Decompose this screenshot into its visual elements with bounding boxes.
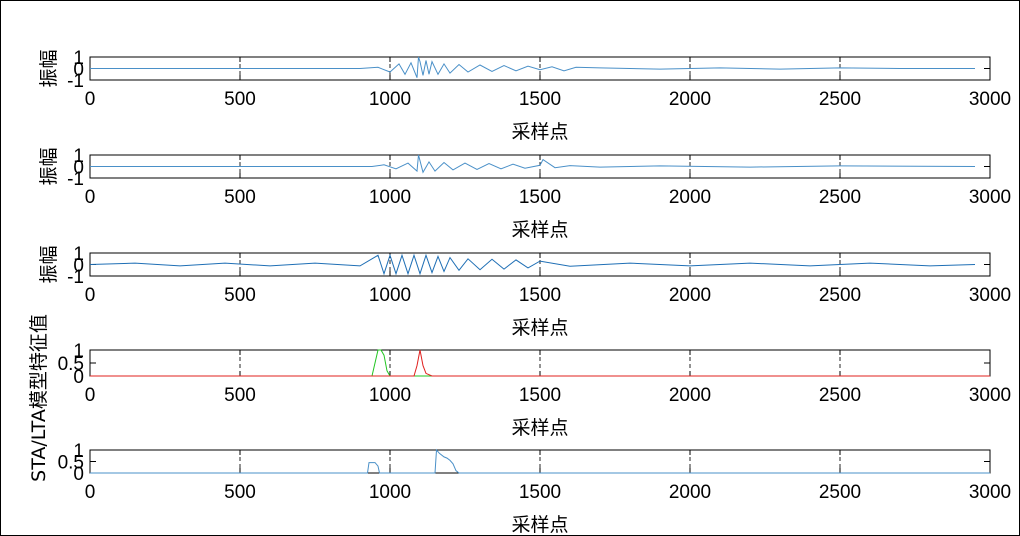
x-tick-label: 2500 bbox=[819, 89, 861, 110]
x-axis-label: 采样点 bbox=[511, 417, 568, 439]
x-tick-label: 0 bbox=[85, 89, 96, 110]
x-tick-label: 1500 bbox=[519, 385, 561, 406]
x-tick-label: 1000 bbox=[369, 482, 411, 503]
x-tick-label: 3000 bbox=[969, 187, 1011, 208]
subplot-5: 0 500 1000 1500 2000 2500 3000 10.50 采样点 bbox=[58, 441, 1012, 536]
x-tick-label: 1500 bbox=[519, 89, 561, 110]
series-line-1 bbox=[89, 253, 976, 276]
subplot-2: 0 500 1000 1500 2000 2500 3000 10-1 采样点 振幅 bbox=[38, 146, 1011, 241]
subplot-4: 0 500 1000 1500 2000 2500 300010.50采样点STA/LTA模… bbox=[28, 314, 1011, 482]
x-tick-label: 2000 bbox=[669, 89, 711, 110]
y-tick-label: 0 bbox=[73, 367, 84, 388]
x-tick-label: 2500 bbox=[819, 482, 861, 503]
x-tick-label: 2000 bbox=[669, 482, 711, 503]
y-tick-label: 0 bbox=[73, 256, 84, 277]
series-line-1 bbox=[90, 349, 990, 377]
y-tick-label: 1 bbox=[73, 48, 84, 69]
y-tick-label: -1 bbox=[67, 267, 84, 288]
y-axis-label: STA/LTA模型特征值 bbox=[28, 314, 50, 482]
series-line-1 bbox=[90, 448, 990, 474]
x-tick-label: 1500 bbox=[519, 285, 561, 306]
x-tick-label: 2500 bbox=[819, 385, 861, 406]
y-tick-label: 0 bbox=[73, 158, 84, 179]
x-tick-label: 500 bbox=[224, 89, 256, 110]
x-tick-label: 1500 bbox=[519, 482, 561, 503]
y-tick-label: 1 bbox=[73, 341, 84, 362]
y-tick-label: 0 bbox=[73, 60, 84, 81]
series-line-2 bbox=[90, 349, 990, 377]
x-tick-label: 3000 bbox=[969, 385, 1011, 406]
x-tick-label: 3000 bbox=[969, 285, 1011, 306]
y-axis-label: 振幅 bbox=[38, 245, 60, 283]
x-tick-label: 2000 bbox=[669, 285, 711, 306]
y-tick-label: 1 bbox=[73, 244, 84, 265]
subplot-1: 0 500 1000 1500 2000 2500 3000 10-1 采样点 振幅 bbox=[38, 48, 1011, 143]
x-tick-label: 2500 bbox=[819, 187, 861, 208]
series-line-1 bbox=[90, 154, 976, 174]
x-tick-label: 500 bbox=[224, 482, 256, 503]
x-tick-label: 1000 bbox=[369, 187, 411, 208]
x-tick-label: 2000 bbox=[669, 385, 711, 406]
x-tick-label: 0 bbox=[85, 285, 96, 306]
x-tick-label: 1000 bbox=[369, 89, 411, 110]
x-tick-label: 0 bbox=[85, 187, 96, 208]
y-tick-label: -1 bbox=[67, 169, 84, 190]
y-tick-label: 1 bbox=[73, 441, 84, 462]
y-tick-label: 0 bbox=[73, 464, 84, 485]
x-tick-label: 1000 bbox=[369, 285, 411, 306]
x-tick-label: 500 bbox=[224, 187, 256, 208]
x-axis-label: 采样点 bbox=[511, 219, 568, 241]
x-tick-label: 2500 bbox=[819, 285, 861, 306]
x-tick-label: 2000 bbox=[669, 187, 711, 208]
x-tick-label: 500 bbox=[224, 385, 256, 406]
x-axis-label: 采样点 bbox=[511, 317, 568, 339]
x-axis-label: 采样点 bbox=[511, 514, 568, 536]
y-tick-label: -1 bbox=[67, 71, 84, 92]
y-axis-label: 振幅 bbox=[38, 147, 60, 185]
x-tick-label: 1000 bbox=[369, 385, 411, 406]
subplot-3: 0 500 1000 1500 2000 2500 3000 10-1 采样点 振幅 bbox=[38, 244, 1011, 339]
y-tick-label: 0.5 bbox=[58, 354, 84, 375]
x-tick-label: 0 bbox=[85, 385, 96, 406]
x-tick-label: 3000 bbox=[969, 89, 1011, 110]
x-axis-label: 采样点 bbox=[511, 121, 568, 143]
y-tick-label: 1 bbox=[73, 146, 84, 167]
x-tick-label: 1500 bbox=[519, 187, 561, 208]
x-tick-label: 500 bbox=[224, 285, 256, 306]
x-tick-label: 3000 bbox=[969, 482, 1011, 503]
y-tick-label: 0.5 bbox=[58, 453, 84, 474]
y-axis-label: 振幅 bbox=[38, 49, 60, 87]
x-tick-label: 0 bbox=[85, 482, 96, 503]
series-line-1 bbox=[90, 56, 975, 78]
